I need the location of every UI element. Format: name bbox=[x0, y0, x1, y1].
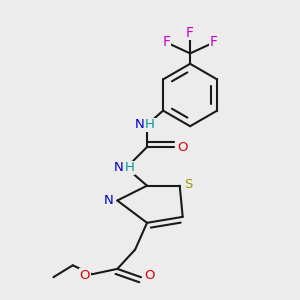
Text: F: F bbox=[162, 35, 170, 50]
Text: N: N bbox=[103, 194, 113, 207]
Text: H: H bbox=[145, 118, 155, 131]
Text: O: O bbox=[145, 269, 155, 282]
Text: O: O bbox=[80, 268, 90, 282]
Text: F: F bbox=[210, 35, 218, 50]
Text: N: N bbox=[135, 118, 145, 131]
Text: O: O bbox=[177, 140, 187, 154]
Text: F: F bbox=[186, 26, 194, 40]
Text: N: N bbox=[114, 161, 124, 174]
Text: H: H bbox=[124, 161, 134, 174]
Text: S: S bbox=[184, 178, 193, 191]
